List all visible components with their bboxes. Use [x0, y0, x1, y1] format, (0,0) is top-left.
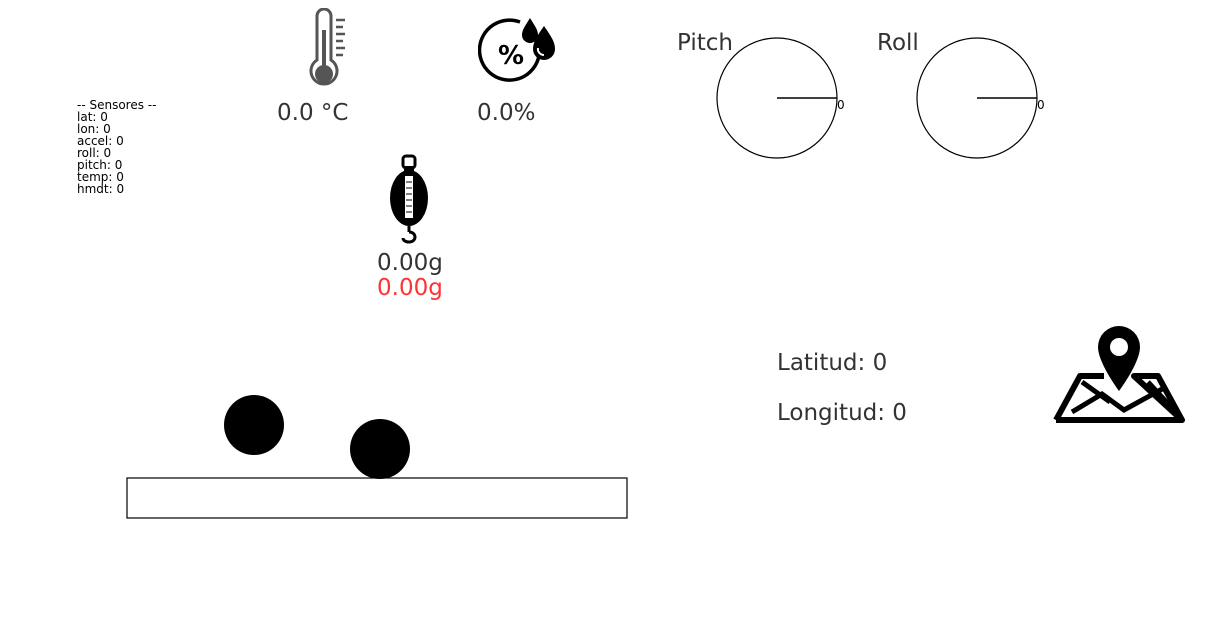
- sensor-line-accel: accel: 0: [77, 134, 124, 148]
- weight-value-alt: 0.00g: [377, 275, 443, 301]
- platform-bar: [126, 477, 628, 519]
- latitude-value: Latitud: 0: [777, 350, 888, 376]
- weight-value: 0.00g: [377, 250, 443, 276]
- sensor-line-roll: roll: 0: [77, 146, 112, 160]
- pitch-gauge-label: Pitch: [677, 30, 733, 56]
- temperature-value: 0.0 °C: [277, 100, 349, 126]
- sensor-line-temp: temp: 0: [77, 170, 124, 184]
- svg-text:%: %: [498, 41, 524, 71]
- hanging-scale-icon: [390, 154, 428, 244]
- ball-left: [224, 395, 284, 455]
- roll-gauge-label: Roll: [877, 30, 919, 56]
- humidity-value: 0.0%: [477, 100, 536, 126]
- sensor-line-lon: lon: 0: [77, 122, 111, 136]
- humidity-icon: %: [478, 18, 555, 82]
- sensor-line-hmdt: hmdt: 0: [77, 182, 125, 196]
- sensor-line-lat: lat: 0: [77, 110, 108, 124]
- ball-right: [350, 419, 410, 479]
- balance-visual: [126, 395, 628, 519]
- map-pin-icon: [1053, 326, 1185, 423]
- pitch-gauge-tick-label: 0: [837, 98, 845, 112]
- sensor-list-header: -- Sensores --: [77, 98, 157, 112]
- pitch-gauge: [716, 37, 838, 159]
- sensor-line-pitch: pitch: 0: [77, 158, 123, 172]
- longitude-value: Longitud: 0: [777, 400, 907, 426]
- roll-gauge-tick-label: 0: [1037, 98, 1045, 112]
- sensor-list: -- Sensores -- lat: 0 lon: 0 accel: 0 ro…: [77, 99, 156, 195]
- thermometer-icon: [309, 8, 345, 86]
- roll-gauge: [916, 37, 1038, 159]
